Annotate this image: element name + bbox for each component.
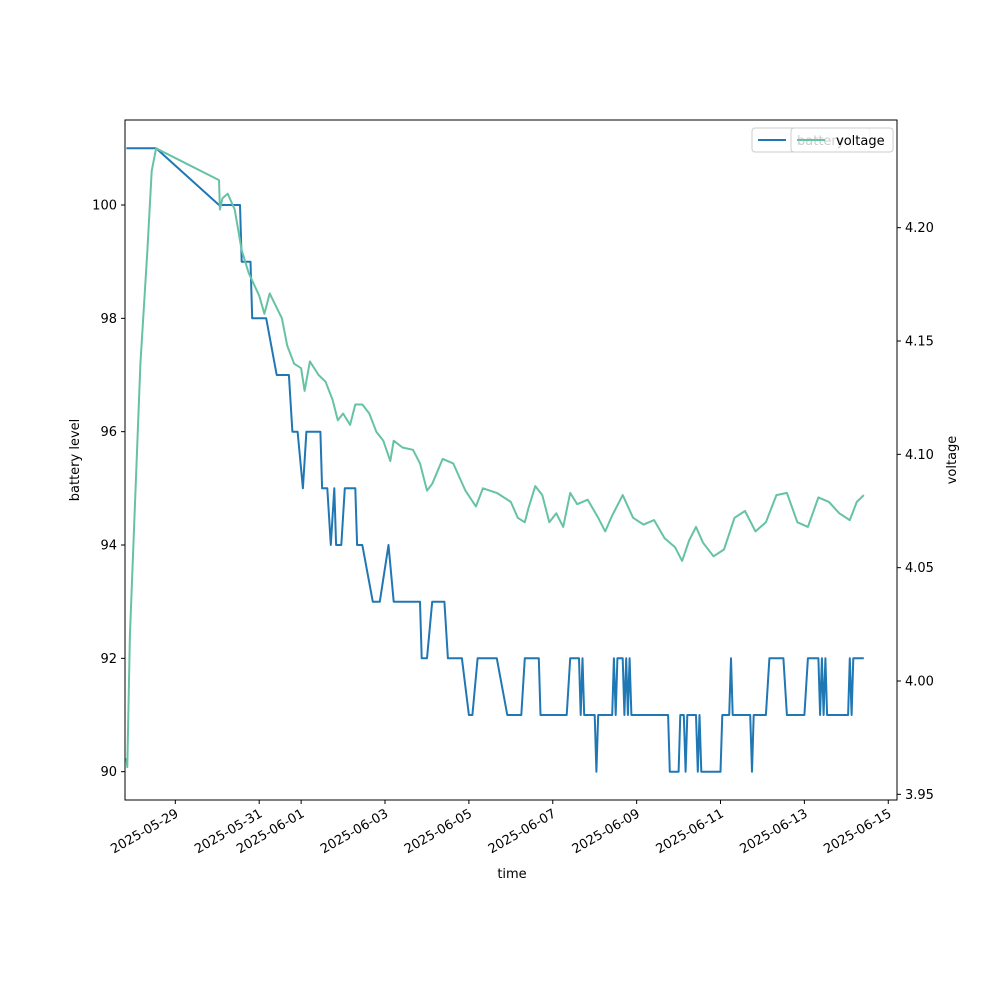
left-y-tick-label: 96: [100, 425, 117, 440]
right-y-axis-label: voltage: [945, 436, 960, 485]
legend-voltage-box: [790, 127, 894, 153]
x-axis-label: time: [497, 867, 526, 882]
plot-frame: [124, 119, 898, 801]
right-y-tick-label: 4.05: [905, 561, 934, 576]
plot-area: [124, 119, 898, 801]
right-y-tick-label: 3.95: [905, 788, 934, 803]
legend-voltage: voltage: [790, 127, 894, 153]
series-line-battery: [126, 147, 864, 773]
right-y-tick-label: 4.20: [905, 221, 934, 236]
right-y-tick-label: 4.00: [905, 675, 934, 690]
left-y-tick-label: 94: [100, 539, 117, 554]
series-group: [125, 147, 865, 773]
left-y-tick-label: 92: [100, 652, 117, 667]
legend-voltage-label: voltage: [836, 134, 885, 149]
series-line-voltage: [125, 147, 865, 769]
right-y-axis-ticks: 3.95 4.00 4.05 4.10 4.15 4.20: [897, 221, 934, 803]
left-y-tick-label: 100: [92, 199, 117, 214]
left-y-axis-ticks: 90 92 94 96 98 100: [92, 199, 125, 780]
left-y-tick-label: 90: [100, 765, 117, 780]
left-y-tick-label: 98: [100, 312, 117, 327]
left-y-axis-label: battery level: [68, 419, 83, 502]
right-y-tick-label: 4.15: [905, 335, 934, 350]
right-y-tick-label: 4.10: [905, 448, 934, 463]
